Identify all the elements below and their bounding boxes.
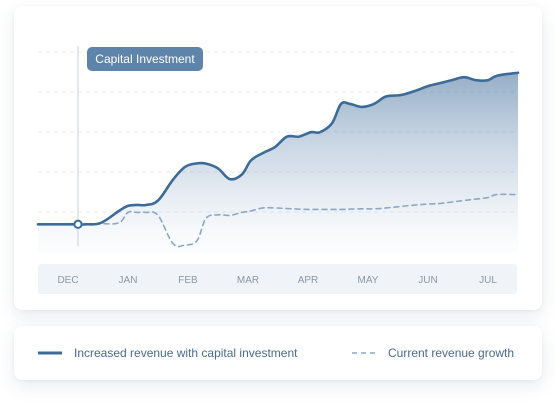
x-tick-label: JUL (479, 275, 497, 286)
series-line-current-revenue (67, 193, 519, 248)
series-line-increased-revenue (36, 71, 520, 226)
revenue-chart: DEC JAN FEB MAR APR MAY JUN JUL Capital Investm… (36, 46, 520, 294)
legend-item-dashed[interactable]: Current revenue growth (352, 326, 514, 380)
capital-investment-tooltip: Capital Investment (87, 47, 203, 71)
solid-line-swatch-icon (38, 351, 62, 355)
series-area-fill (38, 72, 518, 255)
x-axis-band (38, 264, 517, 294)
x-tick-label: APR (298, 275, 319, 286)
tooltip-box (87, 47, 203, 71)
x-tick-label: DEC (57, 275, 78, 286)
x-tick-label: FEB (178, 275, 198, 286)
chart-card: DEC JAN FEB MAR APR MAY JUN JUL Capital Investm… (14, 6, 542, 310)
x-tick-label: JAN (119, 275, 138, 286)
tooltip-label: Capital Investment (95, 52, 195, 66)
x-tick-label: MAY (358, 275, 379, 286)
legend-label-dashed: Current revenue growth (388, 346, 515, 360)
dashed-line-swatch-icon (352, 352, 376, 354)
legend-item-solid[interactable]: Increased revenue with capital investmen… (38, 326, 297, 380)
x-tick-label: JUN (418, 275, 437, 286)
x-axis-ticks: DEC JAN FEB MAR APR MAY JUN JUL (57, 275, 497, 286)
series-start-point[interactable] (73, 219, 83, 229)
legend-card: Increased revenue with capital investmen… (14, 326, 542, 380)
x-tick-label: MAR (237, 275, 259, 286)
legend-label-solid: Increased revenue with capital investmen… (74, 346, 298, 360)
